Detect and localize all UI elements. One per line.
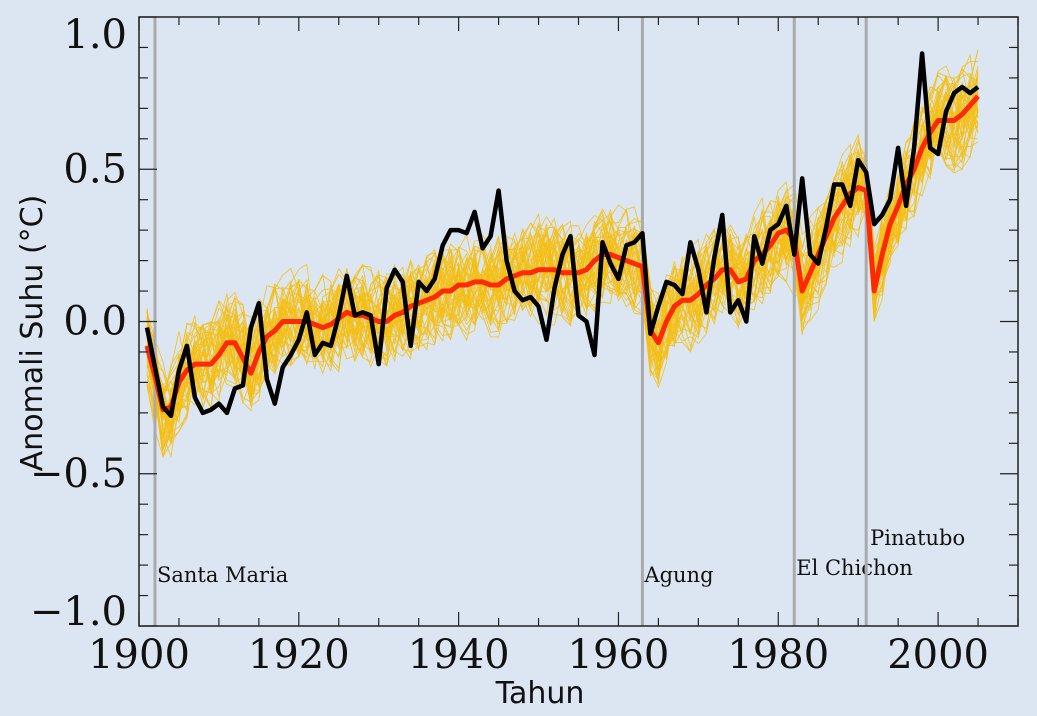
y-tick-label: 0.0 bbox=[63, 299, 127, 345]
x-tick-label: 1980 bbox=[727, 632, 829, 678]
volcano-label: Pinatubo bbox=[870, 526, 965, 550]
x-tick-label: 2000 bbox=[887, 632, 989, 678]
x-axis-title: Tahun bbox=[495, 676, 585, 711]
x-axis-tick-labels: 1900 1920 1940 1960 1980 2000 bbox=[88, 632, 989, 678]
y-tick-label: −0.5 bbox=[30, 451, 127, 497]
ensemble-mean-line bbox=[144, 94, 980, 413]
model-ensemble-members bbox=[146, 49, 979, 459]
series-lines bbox=[144, 51, 980, 419]
y-axis-title: Anomali Suhu (°C) bbox=[15, 195, 50, 472]
x-tick-label: 1920 bbox=[248, 632, 350, 678]
x-tick-label: 1960 bbox=[568, 632, 670, 678]
observed-series-line bbox=[144, 51, 980, 419]
ensemble-member-line bbox=[146, 88, 979, 459]
ensemble-member-line bbox=[146, 49, 979, 429]
volcano-label: Santa Maria bbox=[157, 563, 288, 587]
x-tick-label: 1940 bbox=[408, 632, 510, 678]
y-axis-tick-labels: 1.0 0.5 0.0 −0.5 −1.0 bbox=[30, 12, 127, 635]
volcano-label: Agung bbox=[643, 563, 713, 587]
ensemble-member-line bbox=[146, 53, 979, 425]
y-tick-label: 1.0 bbox=[63, 12, 127, 58]
ensemble-member-line bbox=[146, 95, 979, 414]
y-tick-label: −1.0 bbox=[30, 589, 127, 635]
ensemble-member-line bbox=[146, 75, 979, 414]
ensemble-member-line bbox=[146, 66, 979, 410]
axis-ticks bbox=[138, 16, 1019, 627]
y-tick-label: 0.5 bbox=[63, 146, 127, 192]
volcano-label: El Chichon bbox=[796, 556, 912, 580]
volcano-eruption-markers: Santa Maria Agung El Chichon Pinatubo bbox=[153, 17, 965, 626]
x-tick-label: 1900 bbox=[88, 632, 190, 678]
